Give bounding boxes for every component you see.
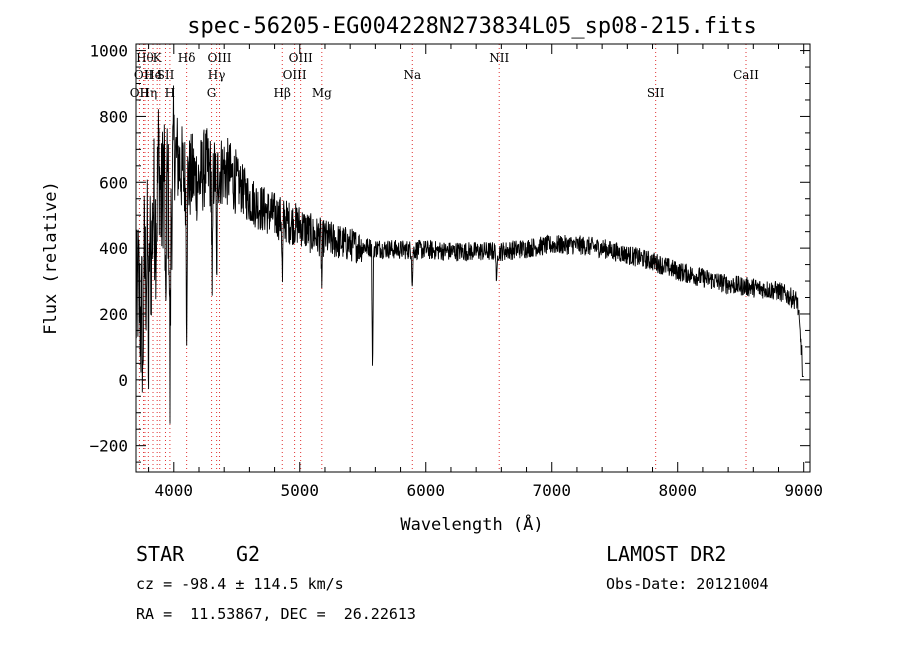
y-tick-label: 600 [99,173,128,192]
observation-date: Obs-Date: 20121004 [606,575,769,593]
line-marker-label: H [165,86,175,100]
line-marker-label: Hγ [208,68,226,82]
x-tick-label: 7000 [532,481,571,500]
line-marker-label: SII [157,68,175,82]
line-marker-label: K [153,51,163,65]
y-tick-label: 400 [99,239,128,258]
x-tick-label: 6000 [406,481,445,500]
line-marker-label: CaII [733,68,759,82]
y-tick-label: 0 [118,371,128,390]
y-tick-label: 800 [99,107,128,126]
line-marker-label: Mg [312,86,332,100]
sky-coordinates: RA = 11.53867, DEC = 26.22613 [136,605,416,623]
redshift-velocity: cz = -98.4 ± 114.5 km/s [136,575,344,593]
line-marker-label: Hη [140,86,158,100]
line-marker-label: He [144,68,162,82]
line-marker-label: Hβ [274,86,291,100]
line-marker-label: OIII [283,68,307,82]
line-marker-label: G [207,86,217,100]
plot-frame [135,43,811,473]
line-marker-label: I [157,68,162,82]
y-tick-label: 200 [99,305,128,324]
object-subclass: G2 [236,542,261,566]
line-marker-label: OII [130,86,150,100]
x-tick-label: 4000 [155,481,194,500]
y-tick-label: −200 [89,437,128,456]
spectrum-line [135,85,804,424]
x-tick-label: 8000 [658,481,697,500]
line-marker-label: OIII [289,51,313,65]
object-class: STAR [136,542,185,566]
line-marker-label: Hδ [178,51,196,65]
line-marker-label: Hθ [136,51,154,65]
line-marker-label: SII [647,86,665,100]
x-axis-label: Wavelength (Å) [400,513,543,535]
y-tick-label: 1000 [89,42,128,61]
emission-line-markers: OIIOIIHθHηHeKISIIHHδGHγOIIIHβOIIIOIIIMgN… [130,44,759,472]
spectrum-series [135,85,804,424]
x-tick-label: 5000 [281,481,320,500]
axes: 4000 5000 6000 7000 8000 9000 −200 0 200 400 600 80… [89,42,822,500]
survey-name: LAMOST DR2 [606,542,727,566]
y-axis-label: Flux (relative) [41,181,61,335]
x-tick-label: 9000 [784,481,823,500]
chart-title: spec-56205-EG004228N273834L05_sp08-215.f… [187,14,757,39]
line-marker-label: Na [403,68,421,82]
line-marker-label: OII [134,68,154,82]
line-marker-label: OIII [207,51,231,65]
line-marker-label: NII [489,51,509,65]
